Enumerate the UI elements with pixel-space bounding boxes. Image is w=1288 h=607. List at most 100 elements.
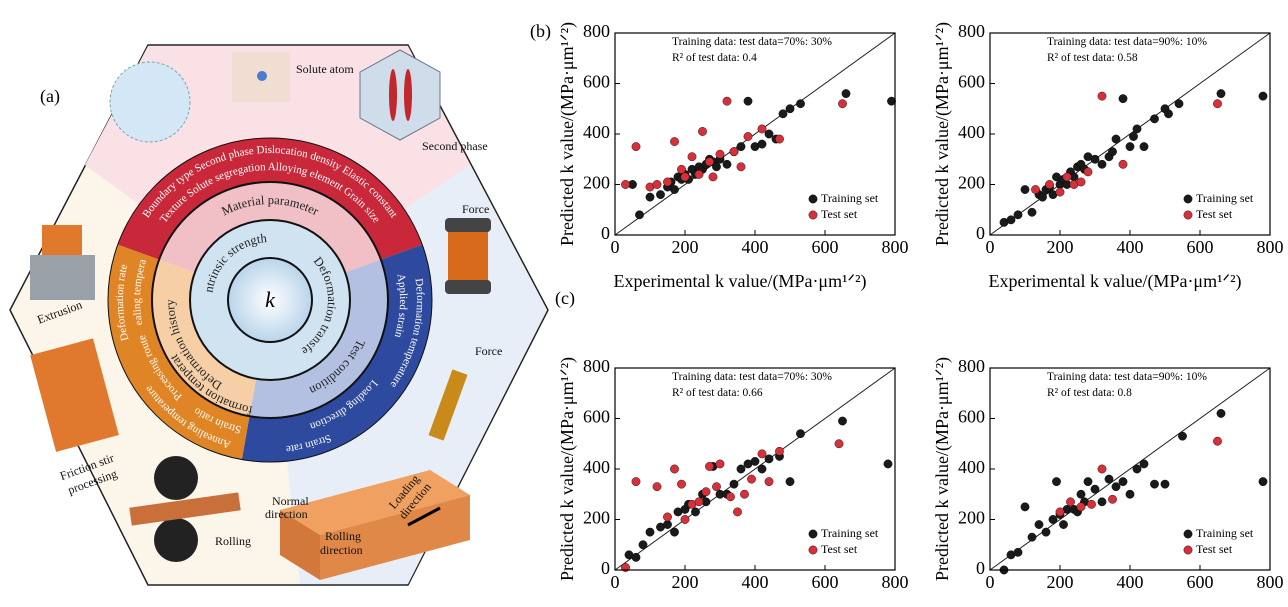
- extrusion-icon: [30, 225, 95, 300]
- point: [715, 459, 725, 469]
- point: [1066, 497, 1075, 507]
- point: [691, 507, 700, 517]
- point: [670, 137, 679, 146]
- point: [1139, 142, 1149, 152]
- center-label: k: [265, 287, 276, 312]
- core: [227, 257, 313, 343]
- point: [1125, 142, 1135, 152]
- point: [680, 515, 690, 524]
- point: [1213, 436, 1222, 446]
- point: [743, 96, 753, 106]
- point: [1108, 147, 1117, 157]
- compression-icon: [445, 218, 491, 294]
- sector-outer: [241, 244, 432, 462]
- point: [750, 457, 760, 466]
- point: [736, 162, 746, 172]
- x-tick-label: 600: [812, 237, 839, 257]
- sector-middle: [152, 259, 257, 417]
- point: [764, 477, 774, 487]
- x-tick-label: 800: [1257, 237, 1284, 257]
- point: [708, 172, 718, 182]
- sector-outer: [108, 244, 250, 460]
- point: [764, 454, 774, 464]
- diagonal: [614, 367, 896, 571]
- tensile-icon: [428, 369, 468, 441]
- point: [729, 479, 739, 489]
- point: [715, 149, 725, 159]
- point: [1111, 482, 1121, 492]
- point: [1108, 494, 1117, 504]
- legend-marker: [1183, 545, 1193, 555]
- point: [1118, 159, 1128, 169]
- point: [1090, 154, 1100, 164]
- legend-label: Test set: [821, 207, 858, 221]
- point: [701, 487, 711, 497]
- point: [740, 489, 749, 499]
- x-tick-label: 0: [986, 572, 995, 592]
- legend-marker: [808, 210, 818, 220]
- point: [722, 96, 732, 106]
- annotation: R² of test data: 0.58: [1047, 52, 1138, 64]
- sector-middle: [249, 259, 388, 418]
- point: [1178, 431, 1187, 441]
- point: [1097, 464, 1107, 474]
- panel-label: (b): [530, 21, 551, 42]
- point: [736, 142, 746, 152]
- sector-outer: [117, 138, 423, 260]
- y-tick-label: 0: [976, 558, 985, 578]
- point: [1216, 89, 1226, 99]
- point: [1150, 479, 1159, 489]
- point: [635, 210, 644, 220]
- point: [1013, 547, 1023, 557]
- y-axis-title: Predicted k value/(MPa·μm¹ᐟ²): [557, 22, 578, 246]
- annotation: R² of test data: 0.4: [672, 52, 757, 64]
- point: [838, 99, 847, 109]
- y-tick-label: 200: [583, 173, 610, 193]
- diagram: (a) Solute atom Second phase Force Force…: [9, 44, 549, 586]
- point: [663, 520, 672, 529]
- point: [778, 109, 788, 119]
- point: [1038, 192, 1047, 202]
- x-tick-label: 0: [611, 237, 620, 257]
- point: [1048, 515, 1058, 524]
- point: [670, 527, 679, 537]
- point: [1083, 167, 1093, 177]
- point: [785, 104, 795, 114]
- point: [1020, 502, 1030, 512]
- panel-label: (c): [555, 288, 575, 309]
- point: [621, 180, 630, 189]
- point: [705, 157, 714, 167]
- y-tick-label: 200: [583, 508, 610, 528]
- point: [1076, 502, 1086, 512]
- point: [1111, 134, 1121, 144]
- annotation: Training data: test data=90%: 10%: [1047, 36, 1207, 48]
- point: [1090, 484, 1100, 494]
- point: [1087, 499, 1096, 509]
- callout: Second phase: [422, 139, 488, 153]
- point: [1216, 409, 1226, 418]
- point: [1160, 479, 1170, 489]
- legend-label: Training set: [1196, 526, 1254, 540]
- point: [1129, 132, 1138, 141]
- point: [887, 96, 896, 106]
- point: [1027, 532, 1037, 542]
- legend-marker: [1183, 194, 1193, 204]
- x-tick-label: 200: [1047, 237, 1074, 257]
- annotation: Training data: test data=70%: 30%: [672, 371, 832, 383]
- callout: Rolling: [325, 529, 361, 543]
- honeycomb-icon: [109, 61, 191, 143]
- panel-label: (a): [40, 86, 60, 107]
- point: [698, 127, 707, 136]
- y-tick-label: 400: [583, 122, 610, 142]
- point: [663, 177, 672, 187]
- legend-marker: [808, 529, 818, 539]
- legend-marker: [808, 545, 818, 555]
- x-tick-label: 200: [672, 572, 699, 592]
- point: [1076, 177, 1086, 187]
- x-tick-label: 0: [611, 572, 620, 592]
- y-tick-label: 800: [583, 356, 610, 376]
- point: [883, 459, 893, 469]
- ring-label: Deformation rate: [114, 263, 131, 342]
